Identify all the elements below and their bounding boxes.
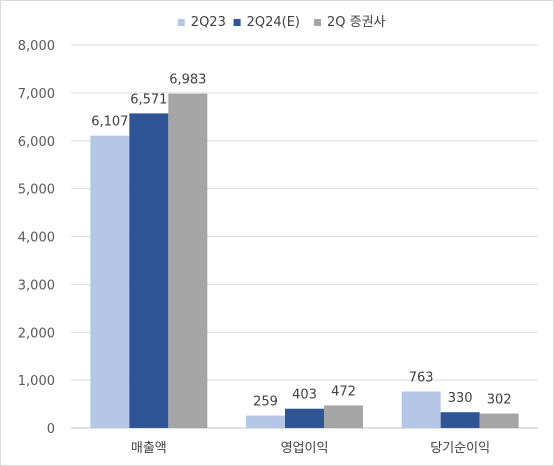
data-label: 6,571 [130, 92, 167, 107]
legend: 2Q23 2Q24(E) 2Q 증권사 [177, 15, 386, 30]
data-label: 6,107 [91, 115, 128, 130]
category-label: 당기순이익 [430, 441, 490, 456]
bar [324, 405, 363, 428]
y-tick-label: 8,000 [18, 39, 55, 54]
legend-label: 2Q24(E) [247, 15, 300, 30]
data-label: 6,983 [169, 73, 206, 88]
y-tick-label: 7,000 [18, 87, 55, 102]
data-label: 330 [448, 391, 473, 406]
y-tick-label: 0 [47, 422, 55, 437]
bar [90, 135, 130, 428]
legend-swatch [314, 19, 321, 26]
legend-label: 2Q 증권사 [327, 15, 386, 30]
bar [401, 391, 441, 428]
y-tick-label: 5,000 [18, 183, 55, 198]
bar [168, 93, 208, 428]
category-label: 영업이익 [281, 441, 329, 456]
legend-swatch [233, 19, 241, 26]
y-tick-label: 4,000 [18, 231, 55, 246]
data-label: 403 [292, 388, 317, 403]
legend-swatch [177, 19, 185, 26]
y-tick-label: 2,000 [18, 326, 55, 341]
legend-label: 2Q23 [191, 15, 226, 30]
bar [479, 413, 519, 428]
data-label: 763 [409, 370, 434, 385]
y-tick-label: 3,000 [18, 278, 55, 293]
x-axis-categories: 매출액 영업이익 당기순이익 [131, 441, 490, 456]
data-label: 259 [253, 395, 278, 410]
bar [440, 412, 480, 428]
bar [285, 408, 324, 428]
y-tick-label: 6,000 [18, 135, 55, 150]
bars [90, 93, 519, 428]
bar [129, 113, 169, 428]
bar [246, 415, 285, 428]
data-label: 472 [331, 384, 356, 399]
category-label: 매출액 [131, 441, 167, 456]
y-axis-ticks: 0 1,000 2,000 3,000 4,000 5,000 6,000 7,000 8,00… [18, 39, 55, 437]
data-label: 302 [487, 393, 512, 408]
y-tick-label: 1,000 [18, 374, 55, 389]
